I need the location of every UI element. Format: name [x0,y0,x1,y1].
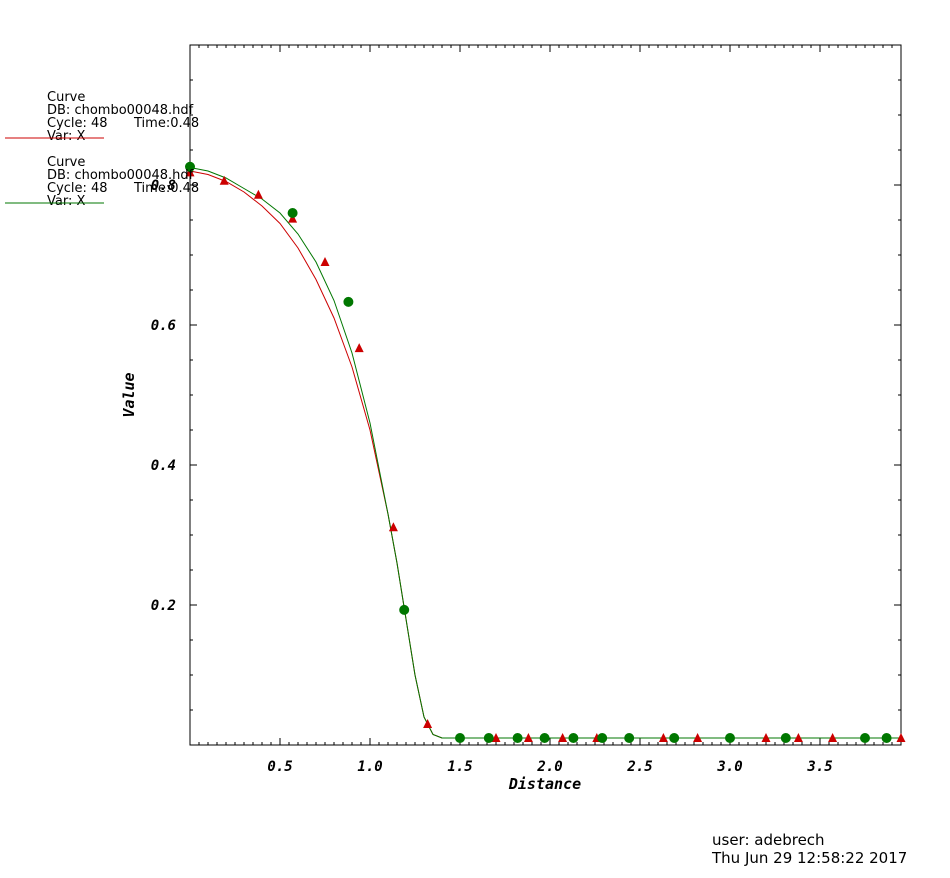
series-1-marker [523,733,533,742]
series-2-marker [860,733,870,743]
series-1-marker [693,733,703,742]
x-tick-label: 1.0 [357,759,382,775]
legend-2-var: Var: X [47,194,85,209]
legend-1-db: DB: chombo00048.hdf [47,103,194,118]
legend-entry-1: Curve DB: chombo00048.hdf Cycle: 48 Time… [5,90,199,144]
y-tick-label: 0.8 [151,178,176,194]
series-2-marker [483,733,494,743]
series-1-marker [423,719,433,728]
legend-2-time: Time:0.48 [133,181,199,196]
series-2-marker [343,296,354,307]
series-1-marker [320,257,330,266]
series-2-marker [780,733,791,743]
legend-2-title: Curve [47,155,85,170]
series-1-marker [185,167,195,177]
series-2-marker [725,733,735,743]
user-label: user: adebrech [712,831,825,849]
x-tick-label: 3.5 [806,759,832,775]
series-1-marker [761,733,771,742]
series-1-marker [253,189,263,199]
x-tick-label: 1.5 [447,759,472,775]
series-markers [185,161,906,743]
series-1-marker [896,733,906,742]
series-1-marker [288,213,298,223]
series-1-marker [491,733,501,742]
timestamp-label: Thu Jun 29 12:58:22 2017 [712,849,908,867]
x-axis-title: Distance [508,775,581,793]
legend-entry-2: Curve DB: chombo00048.hdf Cycle: 48 Time… [5,155,199,209]
series-2-marker [512,733,523,743]
legend-1-cycle: Cycle: 48 [47,116,108,131]
series-2-marker [597,733,608,743]
y-tick-label: 0.6 [151,318,176,334]
legend-2-cycle: Cycle: 48 [47,181,108,196]
series-1-marker [219,175,229,185]
series-lines [189,167,901,739]
x-tick-label: 3.0 [716,759,742,775]
series-1-marker [658,733,668,742]
y-tick-label: 0.2 [151,598,176,614]
major-ticks [190,45,901,745]
series-2-marker [568,733,579,743]
series-2-marker [455,733,465,743]
series-1-marker [558,733,568,742]
series-2-marker [669,733,680,743]
series-1-marker [354,343,364,353]
series-2-marker [399,604,410,615]
series-2-marker [881,733,892,743]
series-2-marker [624,733,635,743]
series-2-marker [287,208,298,218]
y-tick-labels: 0.2 0.4 0.6 0.8 [151,178,176,614]
y-tick-label: 0.4 [151,458,176,474]
series-1-marker [388,522,398,532]
series-2-marker [539,733,550,743]
legend-1-time: Time:0.48 [133,116,199,131]
x-tick-labels: 0.5 1.0 1.5 2.0 2.5 3.0 3.5 [267,759,832,775]
x-tick-label: 2.5 [626,759,652,775]
legend-2-db: DB: chombo00048.hdf [47,168,194,183]
series-2-line [189,167,901,739]
legend-1-title: Curve [47,90,85,105]
series-1-marker [828,733,838,742]
x-tick-label: 2.0 [536,759,562,775]
y-axis-title: Value [120,372,138,417]
legend-1-var: Var: X [47,129,85,144]
series-1-marker [793,733,803,742]
series-2-marker [185,161,195,172]
plot-area-frame [189,44,902,746]
x-tick-label: 0.5 [267,759,292,775]
